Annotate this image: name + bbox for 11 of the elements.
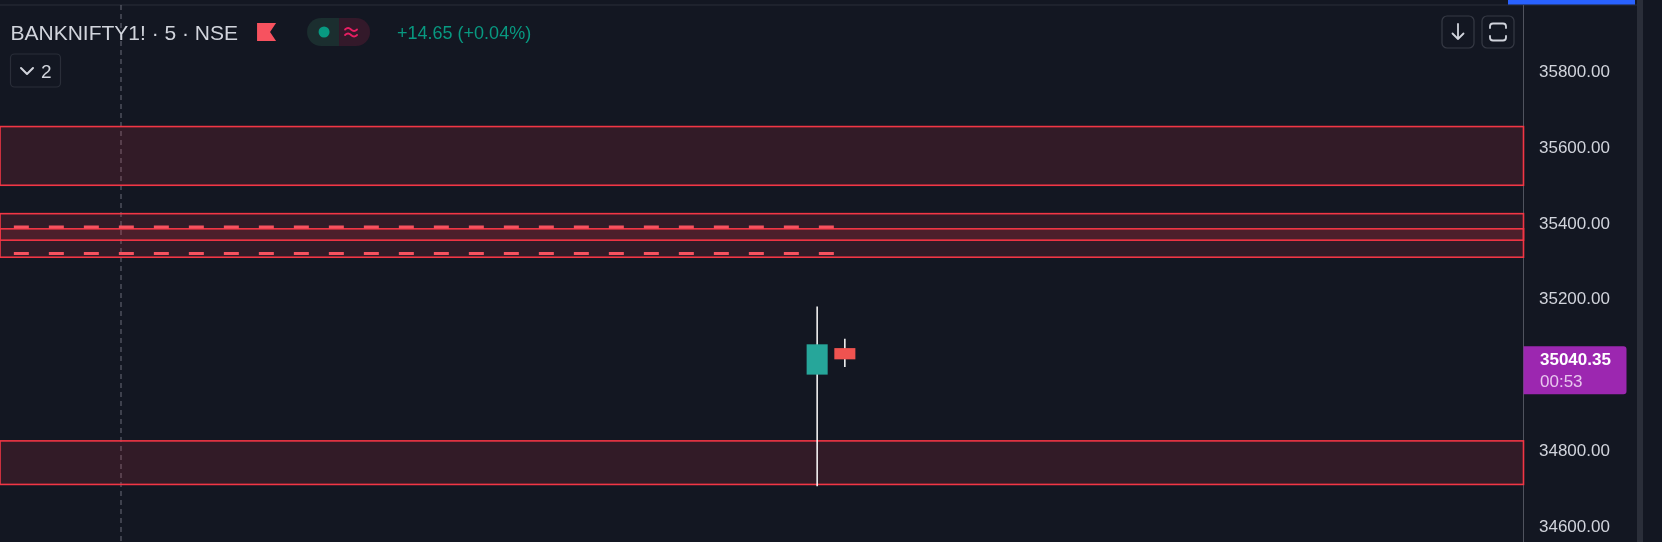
text: +14.65 (+0.04%) (397, 23, 532, 43)
y-tick-label: 35200.00 (1539, 289, 1610, 309)
text: 35040.35 (1540, 349, 1611, 369)
y-tick-label: 35600.00 (1539, 137, 1610, 157)
y-tick-label: 34600.00 (1539, 516, 1610, 536)
y-tick-label: 35800.00 (1539, 62, 1610, 82)
y-tick-label: 34800.00 (1539, 440, 1610, 460)
y-tick-label: 35400.00 (1539, 213, 1610, 233)
text: 00:53 (1540, 371, 1583, 391)
annotation: 2 (41, 61, 52, 82)
text: BANKNIFTY1! · 5 · NSE (10, 21, 239, 44)
